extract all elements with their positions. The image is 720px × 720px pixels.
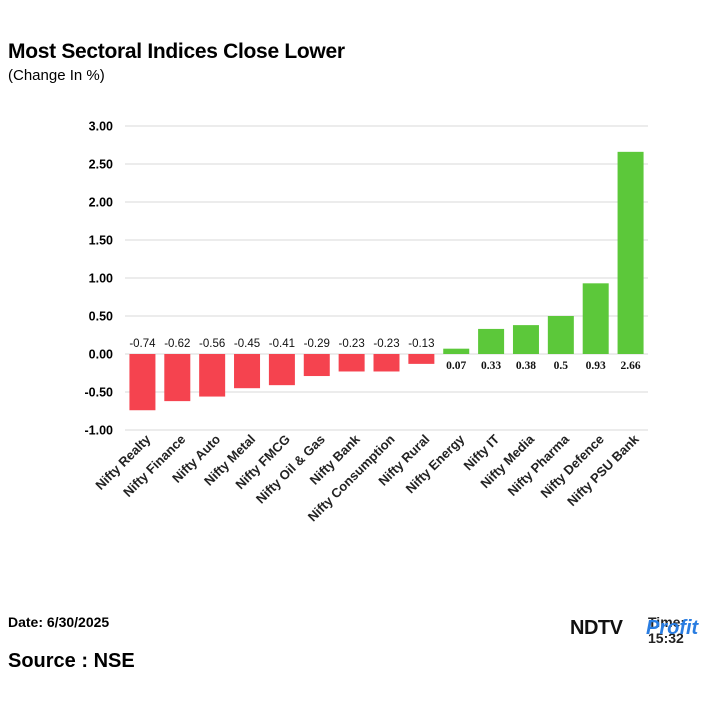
ndtv-profit-logo: NDTV Profit — [570, 617, 700, 639]
bar — [547, 316, 574, 354]
y-tick-label: 1.50 — [89, 234, 113, 248]
data-label: -0.74 — [129, 338, 156, 350]
data-label: -0.23 — [339, 338, 365, 350]
bar — [582, 283, 609, 354]
y-tick-label: 0.00 — [89, 348, 113, 362]
data-label: 0.5 — [554, 360, 569, 372]
bars — [129, 151, 644, 411]
data-label: 0.93 — [586, 360, 606, 372]
time-label: Time: 15:32 — [648, 614, 686, 646]
logo-text-profit: Profit — [646, 617, 700, 639]
bar — [164, 354, 191, 402]
data-label: -0.45 — [234, 338, 260, 350]
data-label: -0.62 — [164, 338, 190, 350]
data-label: 0.07 — [446, 360, 466, 372]
chart-subtitle: (Change In %) — [8, 67, 105, 84]
y-tick-label: 2.50 — [89, 158, 113, 172]
y-tick-label: 1.00 — [89, 272, 113, 286]
bar — [129, 354, 156, 411]
bar — [408, 354, 435, 364]
data-label: -0.23 — [373, 338, 399, 350]
bar — [303, 354, 330, 377]
y-tick-label: -1.00 — [85, 424, 114, 438]
bar — [268, 354, 295, 386]
y-axis-ticks: 3.00 2.50 2.00 1.50 1.00 0.50 0.00 -0.50 -1.00 — [85, 120, 114, 438]
data-labels: -0.74 -0.62 -0.56 -0.45 -0.41 -0.29 -0.23 -0.23… — [129, 338, 641, 372]
chart-title: Most Sectoral Indices Close Lower — [8, 40, 345, 63]
bar — [443, 348, 470, 354]
logo-text-ndtv: NDTV — [570, 617, 624, 639]
bar — [234, 354, 261, 389]
y-tick-label: 3.00 — [89, 120, 113, 134]
data-label: -0.13 — [408, 338, 434, 350]
data-label: 2.66 — [621, 360, 641, 372]
data-label: -0.56 — [199, 338, 225, 350]
data-label: -0.29 — [304, 338, 330, 350]
bar — [199, 354, 226, 397]
data-label: -0.41 — [269, 338, 295, 350]
bar — [373, 354, 400, 372]
bar — [617, 151, 644, 354]
data-label: 0.33 — [481, 360, 501, 372]
y-tick-label: 0.50 — [89, 310, 113, 324]
bar — [338, 354, 365, 372]
bar — [512, 325, 539, 354]
bar — [478, 328, 505, 354]
y-tick-label: 2.00 — [89, 196, 113, 210]
source-label: Source : NSE — [8, 650, 135, 672]
bar-chart: 3.00 2.50 2.00 1.50 1.00 0.50 0.00 -0.50 -1.00 -… — [85, 120, 648, 524]
data-label: 0.38 — [516, 360, 536, 372]
date-label: Date: 6/30/2025 — [8, 614, 110, 630]
y-tick-label: -0.50 — [85, 386, 114, 400]
